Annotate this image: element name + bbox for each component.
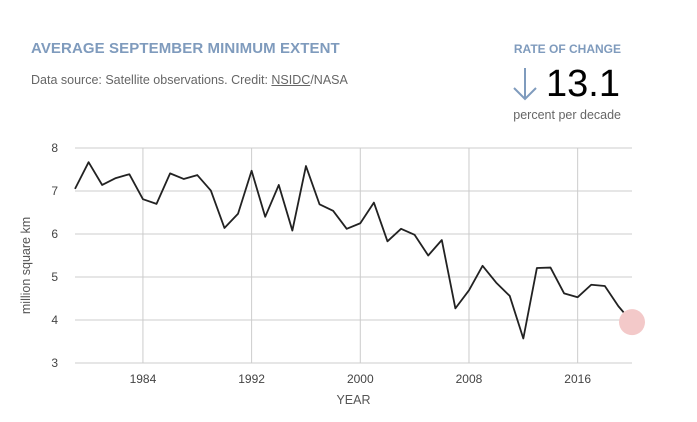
y-tick-label: 4 [51, 313, 58, 327]
y-axis-label: million square km [19, 217, 33, 314]
y-tick-label: 5 [51, 270, 58, 284]
y-axis-ticks: 3 4 5 6 7 8 [51, 141, 58, 370]
rate-of-change-unit: percent per decade [513, 108, 621, 122]
y-tick-label: 6 [51, 227, 58, 241]
x-tick-label: 2016 [564, 372, 591, 386]
chart-title: AVERAGE SEPTEMBER MINIMUM EXTENT [31, 40, 340, 57]
x-axis-label: YEAR [336, 393, 370, 407]
arrow-down-icon [510, 66, 540, 102]
nsidc-link[interactable]: NSIDC [271, 73, 311, 87]
chart-grid [75, 147, 632, 364]
x-tick-label: 1992 [238, 372, 265, 386]
y-tick-label: 7 [51, 184, 58, 198]
source-suffix: /NASA [310, 73, 348, 87]
chart-series [74, 161, 633, 340]
x-axis-ticks: 1984 1992 2000 2008 2016 [130, 372, 592, 386]
y-tick-label: 3 [51, 356, 58, 370]
chart-points [619, 309, 645, 336]
data-source-credit: Data source: Satellite observations. Cre… [31, 73, 348, 87]
source-prefix: Data source: Satellite observations. Cre… [31, 73, 272, 87]
extent-line [74, 161, 633, 340]
latest-value-marker[interactable] [619, 309, 645, 336]
rate-of-change-number: 13.1 [546, 63, 620, 105]
x-tick-label: 2008 [456, 372, 483, 386]
x-tick-label: 1984 [130, 372, 157, 386]
x-tick-label: 2000 [347, 372, 374, 386]
y-tick-label: 8 [51, 141, 58, 155]
rate-of-change-label: RATE OF CHANGE [513, 42, 621, 56]
rate-of-change-value: 13.1 [510, 62, 620, 106]
